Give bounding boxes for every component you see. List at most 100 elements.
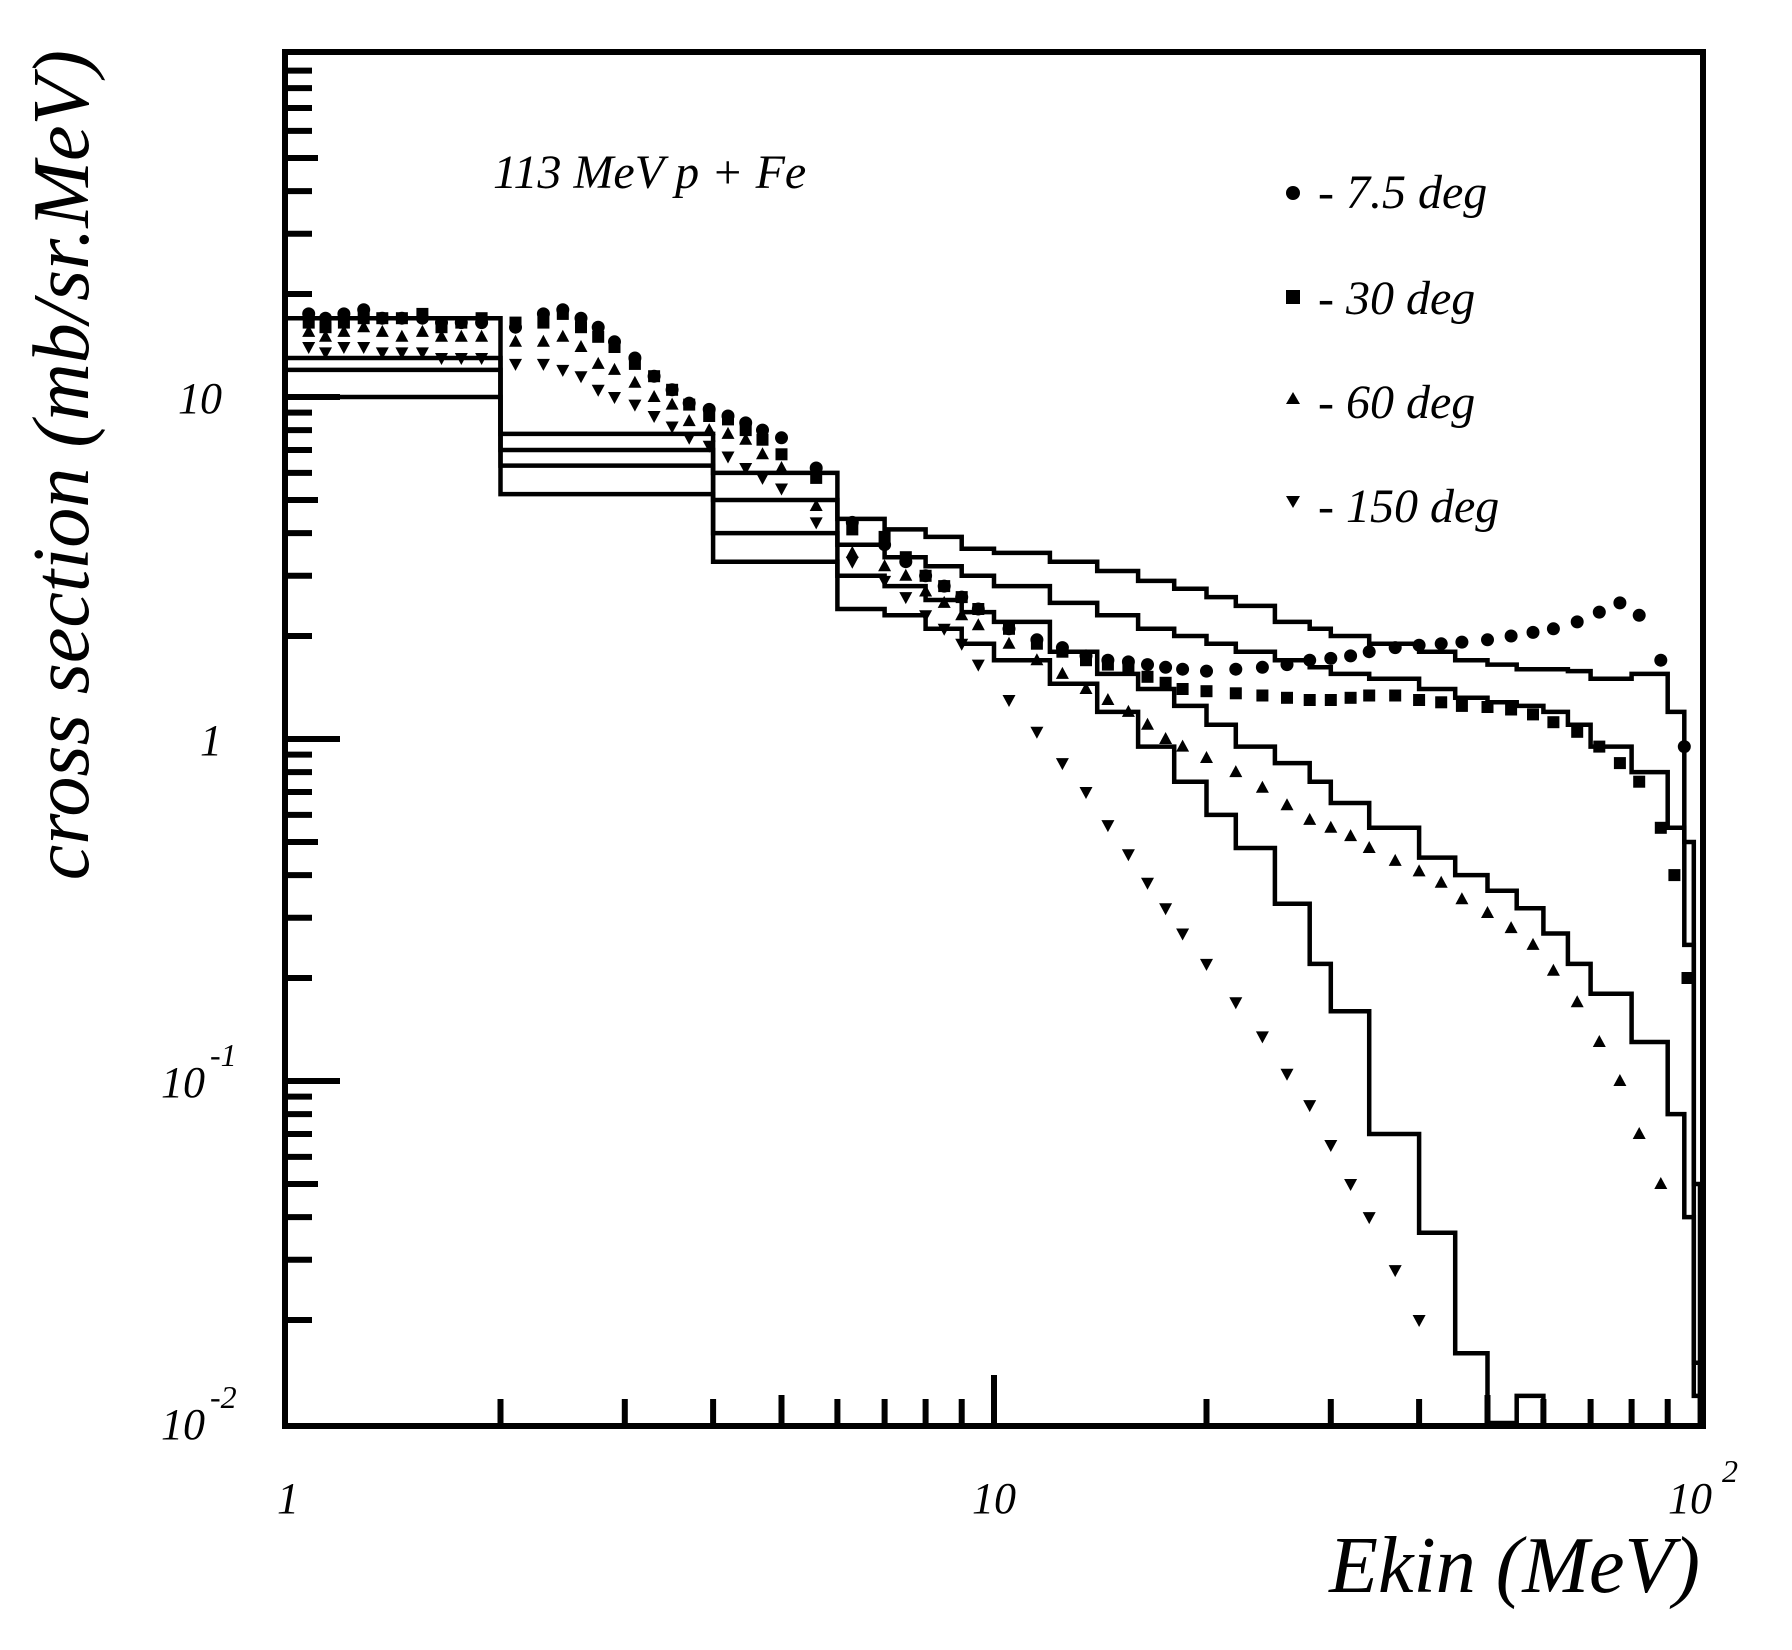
marker-triangle-up-3 — [1654, 1177, 1668, 1189]
marker-triangle-up-3 — [682, 414, 696, 427]
marker-triangle-up-3 — [1101, 693, 1115, 705]
y-tick-label-exponent: -2 — [210, 1379, 237, 1415]
legend-label-30-deg: - 30 deg — [1318, 272, 1475, 325]
marker-circle-1 — [1434, 637, 1448, 651]
marker-square-2 — [683, 398, 696, 411]
marker-square-2 — [1303, 694, 1316, 706]
marker-triangle-up-3 — [628, 375, 642, 388]
marker-triangle-up-3 — [591, 356, 605, 369]
marker-triangle-up-3 — [1159, 732, 1173, 744]
marker-triangle-down-4 — [454, 353, 468, 365]
legend-marker-circle — [1286, 186, 1300, 200]
marker-triangle-down-4 — [509, 358, 522, 371]
marker-square-2 — [1229, 687, 1242, 700]
marker-circle-1 — [1455, 635, 1469, 649]
marker-triangle-up-3 — [721, 426, 735, 439]
marker-triangle-down-4 — [415, 347, 429, 360]
marker-triangle-up-3 — [1526, 937, 1540, 950]
marker-square-2 — [1481, 701, 1494, 713]
marker-triangle-down-4 — [628, 399, 642, 412]
marker-circle-1 — [1200, 664, 1213, 678]
marker-triangle-up-3 — [1632, 1127, 1646, 1139]
marker-triangle-up-3 — [1434, 875, 1448, 888]
marker-triangle-up-3 — [1303, 812, 1317, 825]
y-tick-label: 1 — [200, 716, 222, 765]
marker-triangle-down-4 — [608, 392, 621, 404]
marker-square-2 — [846, 523, 859, 536]
marker-square-2 — [376, 312, 389, 325]
marker-square-2 — [1101, 658, 1114, 671]
x-axis-label: Ekin (MeV) — [1328, 1522, 1700, 1610]
marker-circle-1 — [1677, 740, 1691, 754]
marker-circle-1 — [1592, 605, 1606, 619]
marker-triangle-down-4 — [357, 342, 371, 354]
marker-triangle-down-4 — [1303, 1100, 1317, 1113]
marker-triangle-down-4 — [682, 432, 696, 445]
marker-triangle-up-3 — [1324, 820, 1338, 833]
marker-square-2 — [1324, 694, 1337, 706]
marker-triangle-down-4 — [756, 472, 769, 485]
model-histogram-1 — [288, 315, 1703, 1423]
marker-triangle-up-3 — [608, 362, 621, 375]
marker-square-2 — [435, 321, 448, 334]
marker-triangle-up-3 — [1412, 864, 1426, 877]
marker-triangle-up-3 — [337, 324, 351, 337]
marker-triangle-down-4 — [1121, 849, 1135, 862]
marker-triangle-up-3 — [955, 608, 969, 621]
marker-triangle-down-4 — [337, 342, 351, 354]
marker-triangle-up-3 — [665, 397, 679, 410]
marker-circle-1 — [1303, 653, 1317, 667]
marker-triangle-up-3 — [536, 334, 550, 347]
marker-triangle-down-4 — [435, 353, 448, 365]
marker-triangle-down-4 — [878, 575, 892, 588]
marker-triangle-down-4 — [319, 347, 332, 360]
y-axis-label: cross section (mb/sr.MeV) — [18, 50, 106, 880]
marker-circle-1 — [1546, 622, 1560, 636]
marker-triangle-down-4 — [1030, 726, 1044, 739]
legend-label-7-5-deg: - 7.5 deg — [1318, 166, 1487, 219]
marker-square-2 — [1613, 757, 1626, 770]
marker-triangle-down-4 — [1280, 1068, 1294, 1081]
marker-triangle-up-3 — [357, 320, 371, 333]
marker-triangle-up-3 — [919, 584, 933, 597]
marker-square-2 — [537, 316, 550, 329]
marker-circle-1 — [1388, 641, 1402, 655]
marker-triangle-up-3 — [845, 545, 859, 558]
marker-square-2 — [319, 321, 332, 334]
marker-triangle-up-3 — [809, 499, 823, 511]
marker-triangle-down-4 — [919, 610, 933, 623]
marker-triangle-down-4 — [1412, 1315, 1426, 1327]
marker-triangle-down-4 — [937, 623, 951, 636]
marker-triangle-up-3 — [415, 324, 429, 337]
marker-square-2 — [592, 330, 605, 343]
marker-triangle-down-4 — [475, 353, 489, 365]
marker-square-2 — [337, 316, 350, 329]
marker-square-2 — [1633, 775, 1646, 788]
data-markers — [302, 303, 1694, 1327]
x-tick-label: 10 — [972, 1474, 1016, 1523]
marker-square-2 — [302, 316, 315, 329]
marker-triangle-down-4 — [556, 364, 570, 377]
marker-square-2 — [1527, 708, 1539, 721]
legend-marker-square — [1286, 290, 1300, 304]
y-tick-label-exponent: -1 — [210, 1037, 237, 1073]
marker-circle-1 — [1613, 596, 1627, 610]
marker-square-2 — [1593, 740, 1606, 753]
marker-circle-1 — [1344, 649, 1358, 663]
marker-triangle-up-3 — [556, 329, 570, 342]
marker-triangle-down-4 — [1362, 1212, 1376, 1225]
model-histogram-4 — [288, 394, 1546, 1426]
legend-marker-triangle-down — [1286, 496, 1300, 508]
marker-triangle-up-3 — [1176, 739, 1190, 752]
marker-triangle-up-3 — [1344, 829, 1358, 842]
y-tick-label: 10 — [161, 1400, 205, 1449]
marker-square-2 — [556, 307, 569, 320]
marker-triangle-down-4 — [739, 463, 753, 475]
marker-triangle-down-4 — [1055, 758, 1069, 771]
legend: - 7.5 deg - 30 deg - 60 deg - 150 deg — [1286, 166, 1499, 533]
marker-square-2 — [357, 312, 370, 325]
marker-triangle-down-4 — [1141, 877, 1154, 890]
